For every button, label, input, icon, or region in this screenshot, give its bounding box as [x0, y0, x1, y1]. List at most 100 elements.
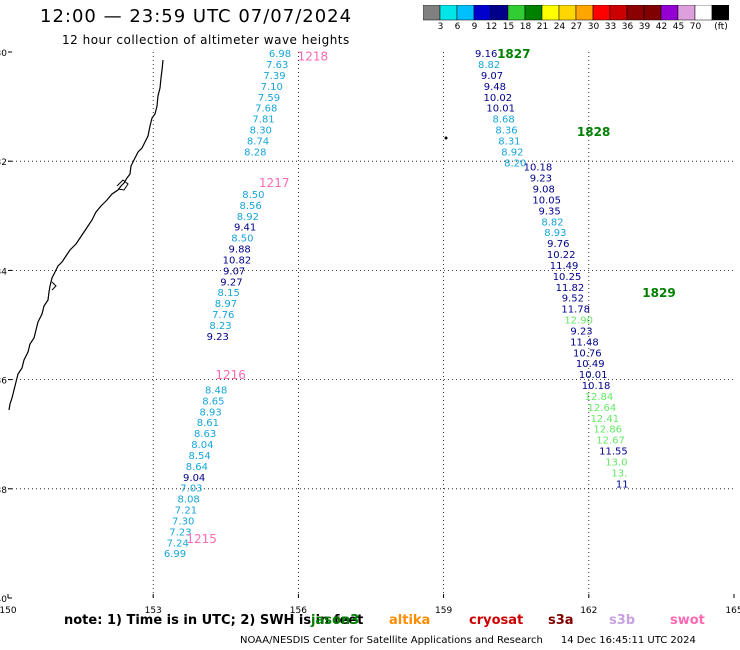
color-scale-label: 6 — [454, 22, 461, 32]
wave-height-value: 11.49 — [550, 261, 579, 272]
wave-height-value: 8.56 — [240, 201, 262, 212]
wave-height-value: 12.41 — [590, 414, 619, 425]
x-tick-label: 150 — [0, 606, 17, 616]
color-scale-unit: (ft) — [714, 22, 728, 32]
wave-height-value: 8.93 — [199, 407, 221, 418]
wave-height-value: 8.50 — [231, 234, 253, 245]
wave-height-value: 12.67 — [596, 436, 625, 447]
y-tick-label: 32 — [0, 158, 7, 168]
wave-height-value: 9.04 — [183, 473, 205, 484]
wave-height-value: 11.48 — [570, 337, 599, 348]
color-scale-label: 9 — [471, 22, 478, 32]
pass-time-label: 1828 — [577, 125, 610, 139]
coastline-detail — [51, 179, 129, 291]
color-scale-label: 39 — [638, 22, 651, 32]
satellite-legend-jason3: jason3 — [311, 613, 360, 628]
pass-time-label: 1216 — [215, 368, 246, 382]
pass-time-label: 1217 — [259, 176, 290, 190]
wave-height-value: 9.35 — [538, 206, 560, 217]
wave-height-value: 8.08 — [178, 495, 200, 506]
wave-height-value: 8.65 — [202, 396, 224, 407]
footer-note-line: note: 1) Time is in UTC; 2) SWH is in fe… — [64, 613, 705, 628]
wave-height-value: 7.76 — [212, 310, 234, 321]
wave-height-value: 10.76 — [573, 348, 602, 359]
wave-height-value: 8.74 — [247, 136, 269, 147]
y-tick-label: 40 — [0, 595, 7, 605]
wave-height-value: 9.48 — [484, 82, 506, 93]
map-subtitle: 12 hour collection of altimeter wave hei… — [62, 33, 350, 47]
timestamp: 14 Dec 16:45:11 UTC 2024 — [560, 635, 696, 646]
pass-time-label: 1218 — [298, 49, 329, 63]
credit-line: NOAA/NESDIS Center for Satellite Applica… — [240, 635, 696, 646]
wave-height-value: 7.23 — [169, 527, 191, 538]
color-scale-label: 15 — [502, 22, 515, 32]
wave-height-value: 9.07 — [223, 266, 245, 277]
x-tick-label: 156 — [290, 606, 307, 616]
wave-height-value: 7.30 — [172, 516, 194, 527]
x-tick-label: 165 — [725, 606, 740, 616]
wave-height-value: 8.20 — [504, 158, 526, 169]
satellite-legend-s3a: s3a — [548, 613, 574, 628]
color-scale-label: 45 — [672, 22, 685, 32]
wave-height-value: 10.25 — [553, 272, 582, 283]
footer-note: note: 1) Time is in UTC; 2) SWH is in fe… — [64, 613, 364, 628]
y-tick-label: 36 — [0, 377, 7, 387]
wave-height-value: 9.23 — [207, 332, 229, 343]
color-scale-label: 36 — [621, 22, 634, 32]
wave-height-value: 7.63 — [266, 60, 288, 71]
wave-height-value: 12.86 — [593, 425, 622, 436]
wave-height-value: 10.01 — [486, 104, 515, 115]
wave-height-value: 9.16 — [475, 49, 497, 60]
color-scale-bar — [423, 5, 729, 21]
wave-height-value: 10.18 — [524, 163, 553, 174]
wave-height-value: 9.52 — [562, 294, 584, 305]
wave-height-value: 9.08 — [533, 185, 555, 196]
wave-height-value: 9.07 — [481, 71, 503, 82]
wave-height-value: 13.0 — [605, 458, 627, 469]
wave-height-value: 10.18 — [582, 381, 611, 392]
wave-height-value: 8.68 — [492, 115, 514, 126]
wave-height-value: 9.88 — [229, 245, 251, 256]
wave-height-value: 6.98 — [269, 49, 291, 60]
wave-height-value: 6.99 — [164, 549, 186, 560]
wave-height-value: 7.59 — [258, 93, 280, 104]
wave-height-value: 8.31 — [498, 136, 520, 147]
wave-height-value: 8.82 — [478, 60, 500, 71]
satellite-legend-cryosat: cryosat — [469, 613, 524, 628]
y-tick-label: 38 — [0, 486, 7, 496]
satellite-legend-altika: altika — [389, 613, 431, 628]
color-swatch — [711, 5, 729, 21]
wave-height-value: 8.54 — [189, 451, 211, 462]
wave-height-value: 8.36 — [495, 126, 517, 137]
wave-height-value: 7.21 — [175, 506, 197, 517]
color-scale-label: 70 — [689, 22, 702, 32]
wave-height-value: 8.93 — [544, 228, 566, 239]
satellite-legend-s3b: s3b — [609, 613, 636, 628]
wave-height-value: 7.03 — [180, 484, 202, 495]
map-axes: 150 153 156 159 162 165 30 32 34 36 38 40 — [0, 49, 740, 616]
pass-time-label: 1215 — [186, 532, 217, 546]
color-scale-label: 30 — [587, 22, 600, 32]
wave-height-value: 8.64 — [186, 462, 208, 473]
wave-height-value: 8.30 — [250, 126, 272, 137]
color-scale-label: 18 — [519, 22, 532, 32]
wave-height-value: 9.23 — [530, 174, 552, 185]
wave-height-value: 10.02 — [483, 93, 512, 104]
wave-height-value: 10.01 — [579, 370, 608, 381]
wave-height-value: 13. — [611, 468, 627, 479]
color-scale-label: 12 — [485, 22, 498, 32]
y-tick-label: 30 — [0, 49, 7, 59]
wave-height-value: 8.04 — [191, 440, 213, 451]
wave-height-value: 10.22 — [547, 250, 576, 261]
color-scale-label: 3 — [437, 22, 444, 32]
wave-height-value: 11 — [616, 479, 629, 490]
wave-height-value: 11.82 — [556, 283, 585, 294]
wave-height-value: 9.41 — [234, 223, 256, 234]
x-tick-label: 159 — [435, 606, 452, 616]
wave-height-value: 9.23 — [570, 326, 592, 337]
wave-height-value: 8.92 — [237, 212, 259, 223]
wave-height-value: 8.15 — [218, 288, 240, 299]
map-grid — [8, 52, 734, 598]
altimeter-tracks: 6.987.637.397.107.597.687.818.308.748.28… — [164, 47, 676, 560]
wave-height-value: 8.28 — [244, 147, 266, 158]
